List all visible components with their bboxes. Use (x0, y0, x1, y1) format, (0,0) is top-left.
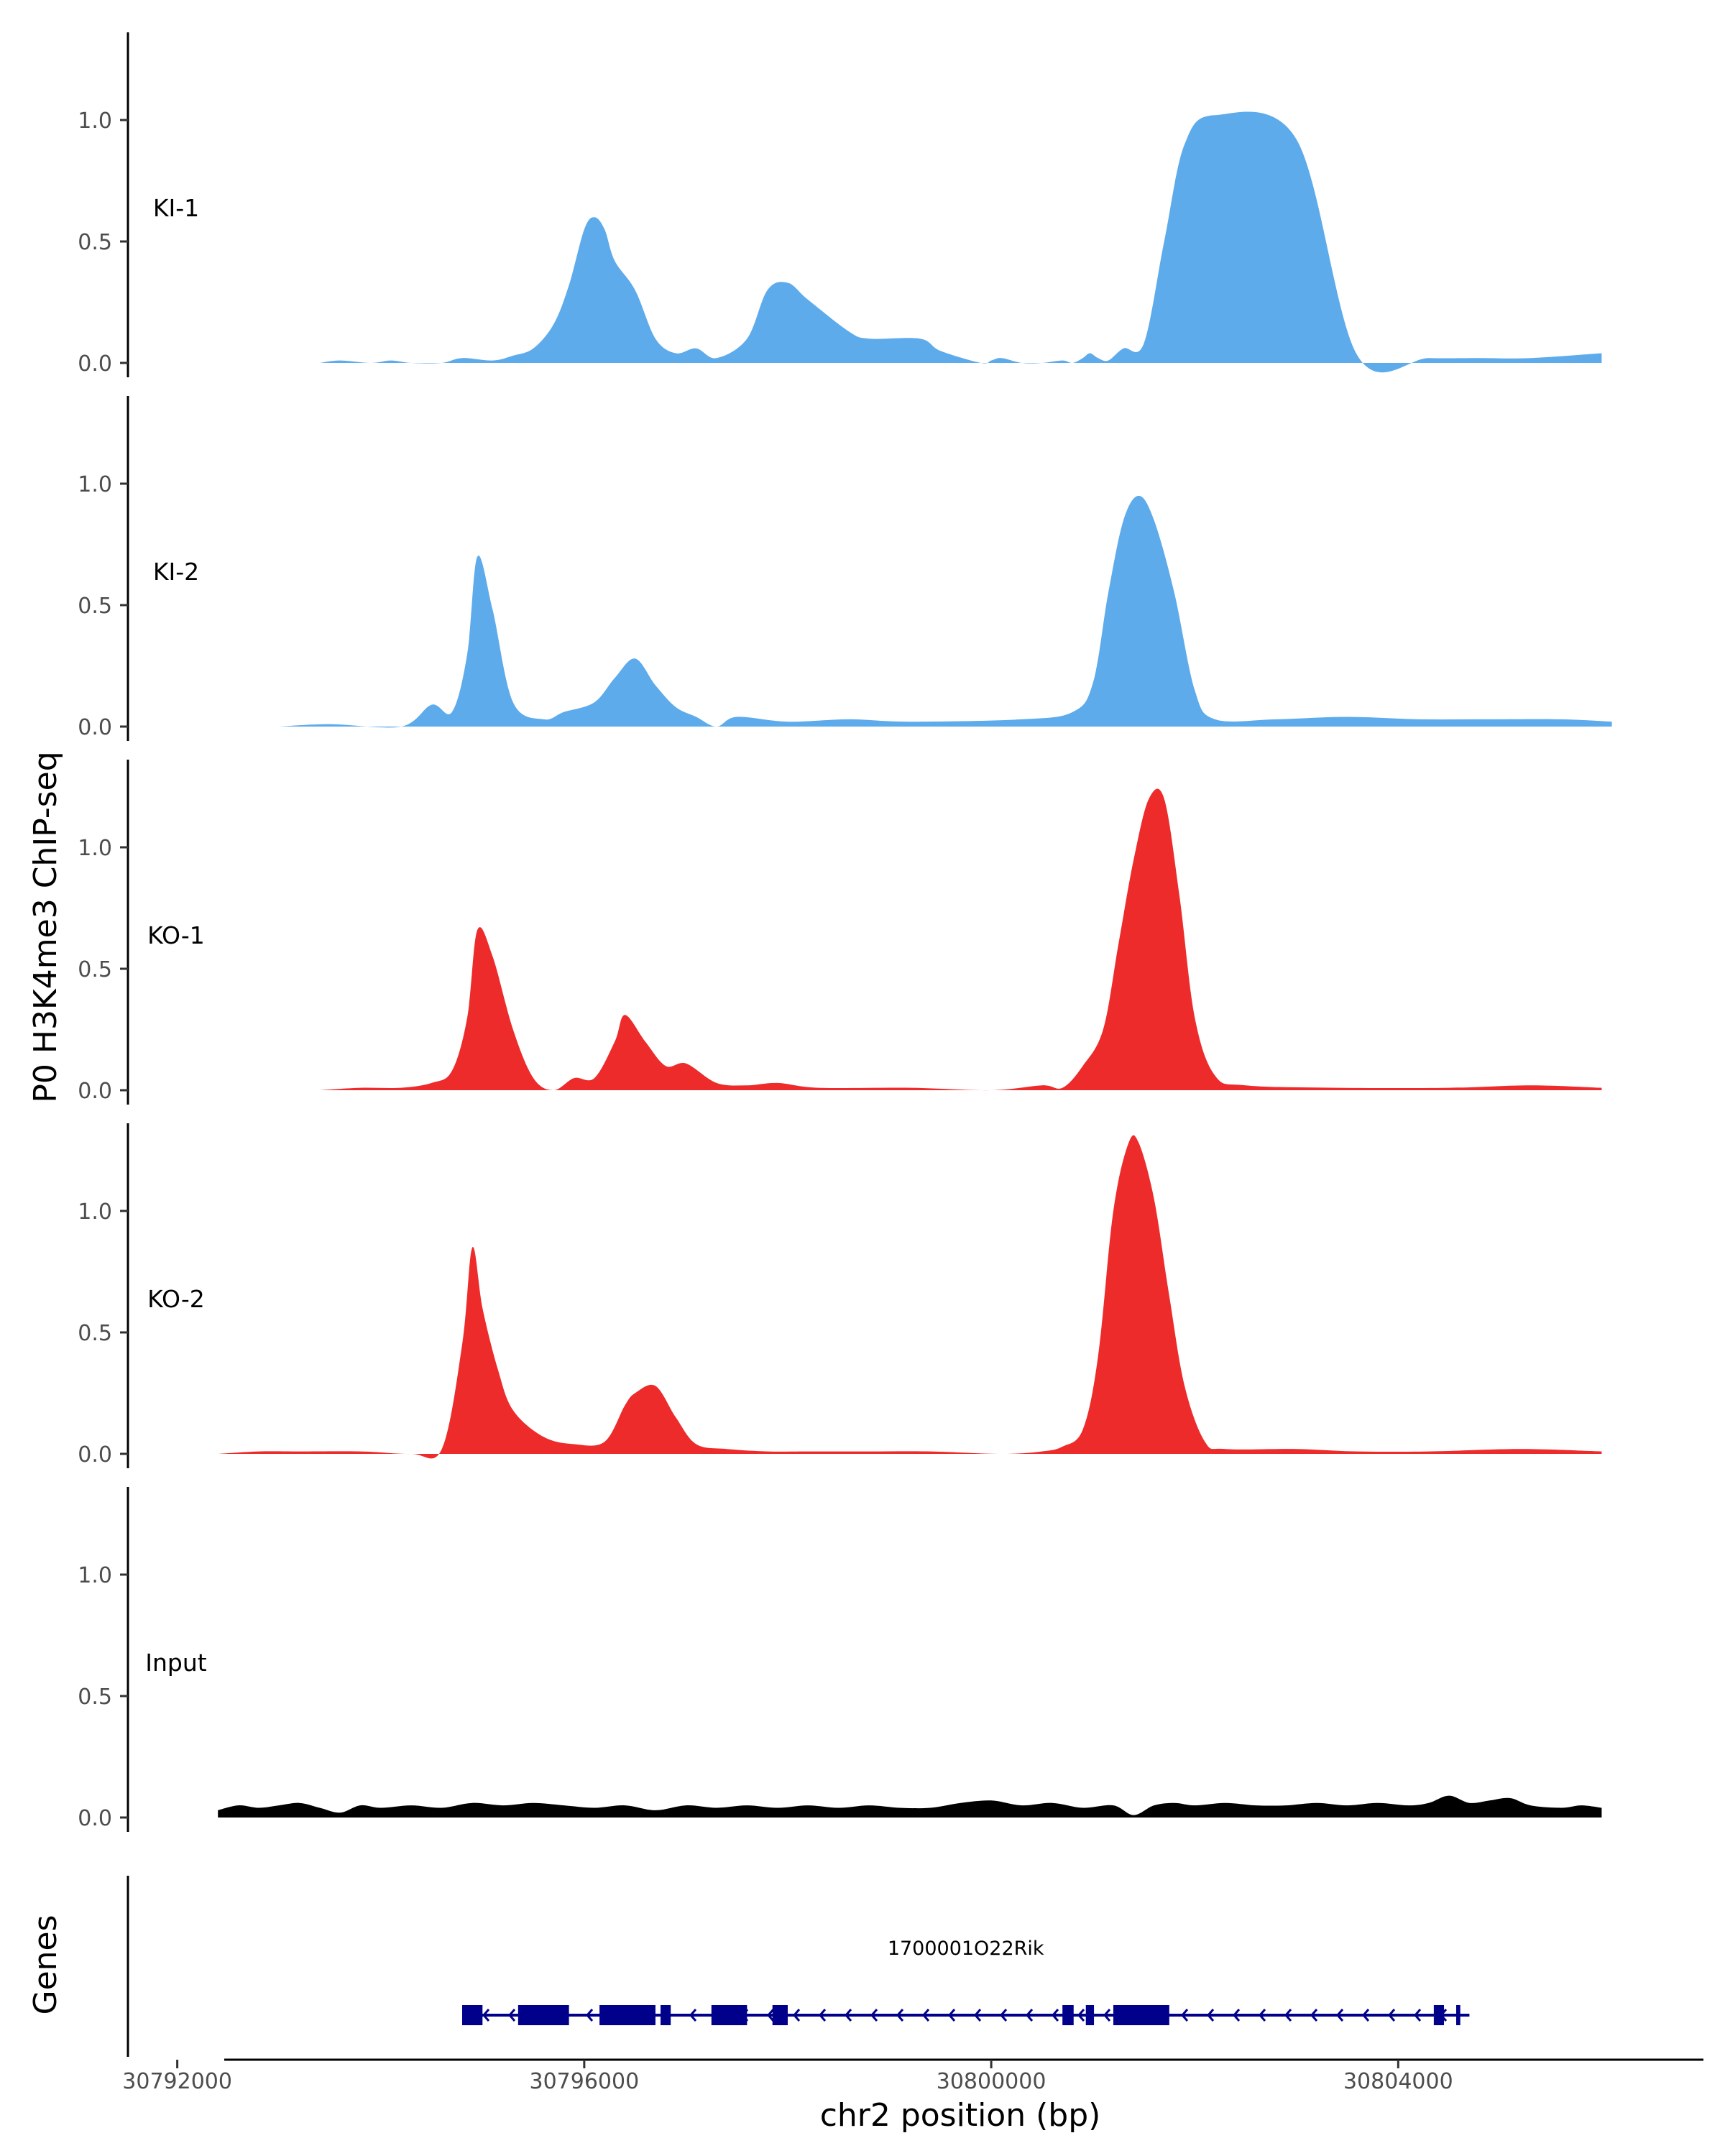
strand-arrow (947, 2009, 956, 2022)
track-ki-1: 0.0 0.5 1.0 KI-1 (78, 32, 1602, 377)
coverage-area-input (218, 1795, 1602, 1818)
track-ko-1: 0.0 0.5 1.0 KO-1 (78, 760, 1602, 1105)
x-tick-label: 30804000 (1343, 2069, 1453, 2094)
strand-arrow (921, 2009, 930, 2022)
y-tick-label: 0.5 (78, 594, 112, 619)
strand-arrow (1258, 2009, 1266, 2022)
x-axis-title: chr2 position (bp) (820, 2097, 1101, 2134)
track-label: Input (145, 1649, 207, 1677)
x-tick-label: 30796000 (530, 2069, 640, 2094)
track-label: KO-1 (147, 921, 205, 949)
strand-arrow (792, 2009, 801, 2022)
y-tick-label: 0.5 (78, 1685, 112, 1710)
y-tick-label: 0.5 (78, 1321, 112, 1346)
strand-arrow (507, 2009, 516, 2022)
track-ko-2: 0.0 0.5 1.0 KO-2 (78, 1123, 1602, 1468)
coverage-area-ko-2 (218, 1135, 1602, 1459)
strand-arrow (999, 2009, 1008, 2022)
strand-arrow (1284, 2009, 1292, 2022)
track-input: 0.0 0.5 1.0 Input (78, 1487, 1602, 1832)
strand-arrow (870, 2009, 878, 2022)
y-tick-label: 1.0 (78, 1563, 112, 1588)
coverage-area-ko-1 (319, 788, 1602, 1091)
strand-arrow (1310, 2009, 1318, 2022)
gene-exon (1113, 2005, 1169, 2025)
strand-arrow (844, 2009, 852, 2022)
x-tick-label: 30800000 (937, 2069, 1046, 2094)
strand-arrow (1051, 2009, 1059, 2022)
strand-arrow (1387, 2009, 1396, 2022)
y-tick-label: 1.0 (78, 836, 112, 861)
gene-exon (599, 2005, 656, 2025)
y-tick-label: 0.5 (78, 230, 112, 255)
strand-arrow (1335, 2009, 1344, 2022)
y-tick-label: 0.0 (78, 1806, 112, 1831)
y-tick-label: 0.0 (78, 1079, 112, 1104)
strand-arrow (1077, 2009, 1085, 2022)
strand-arrow (766, 2009, 775, 2022)
gene-label: 1700001O22Rik (888, 1938, 1044, 1960)
gene-exon (661, 2005, 671, 2025)
strand-arrow (1103, 2009, 1111, 2022)
strand-arrow (1361, 2009, 1370, 2022)
gene-exon (711, 2005, 748, 2025)
strand-arrow (1413, 2009, 1422, 2022)
strand-arrow (1206, 2009, 1215, 2022)
x-axis: 30792000 30796000 30800000 30804000 (122, 2058, 1703, 2094)
gene-model: 1700001O22Rik (461, 1938, 1470, 2025)
gene-exon (772, 2005, 788, 2025)
gene-exon (1062, 2005, 1074, 2025)
strand-arrow (896, 2009, 904, 2022)
track-label: KO-2 (147, 1285, 205, 1313)
gene-exon (518, 2005, 569, 2025)
y-tick-label: 0.5 (78, 957, 112, 982)
strand-arrow (973, 2009, 982, 2022)
x-tick-label: 30792000 (122, 2069, 232, 2094)
strand-arrow (585, 2009, 594, 2022)
strand-arrow (1025, 2009, 1034, 2022)
y-axis-title: P0 H3K4me3 ChIP-seq (27, 751, 64, 1102)
y-tick-label: 0.0 (78, 351, 112, 377)
coverage-area-ki-1 (319, 111, 1602, 373)
strand-arrow (1232, 2009, 1241, 2022)
coverage-area-ki-2 (279, 495, 1612, 728)
gene-exon (461, 2005, 483, 2025)
y-tick-label: 1.0 (78, 1199, 112, 1225)
strand-arrow (482, 2009, 490, 2022)
gene-exon (1433, 2005, 1445, 2025)
strand-arrow (689, 2009, 697, 2022)
y-tick-label: 0.0 (78, 715, 112, 740)
genes-axis-title: Genes (27, 1915, 64, 2014)
track-panels: 0.00.51.0KI-10.00.51.0KI-20.00.51.0KO-10… (78, 32, 1612, 1832)
track-ki-2: 0.0 0.5 1.0 KI-2 (78, 396, 1612, 741)
track-label: KI-2 (153, 558, 199, 586)
gene-exon (1085, 2005, 1095, 2025)
strand-arrow (1180, 2009, 1189, 2022)
gene-panel: 1700001O22Rik (126, 1876, 1470, 2057)
strand-arrow (818, 2009, 827, 2022)
gene-exon (1456, 2005, 1460, 2025)
track-label: KI-1 (153, 194, 199, 222)
y-tick-label: 0.0 (78, 1442, 112, 1468)
y-tick-label: 1.0 (78, 472, 112, 497)
y-tick-label: 1.0 (78, 109, 112, 134)
